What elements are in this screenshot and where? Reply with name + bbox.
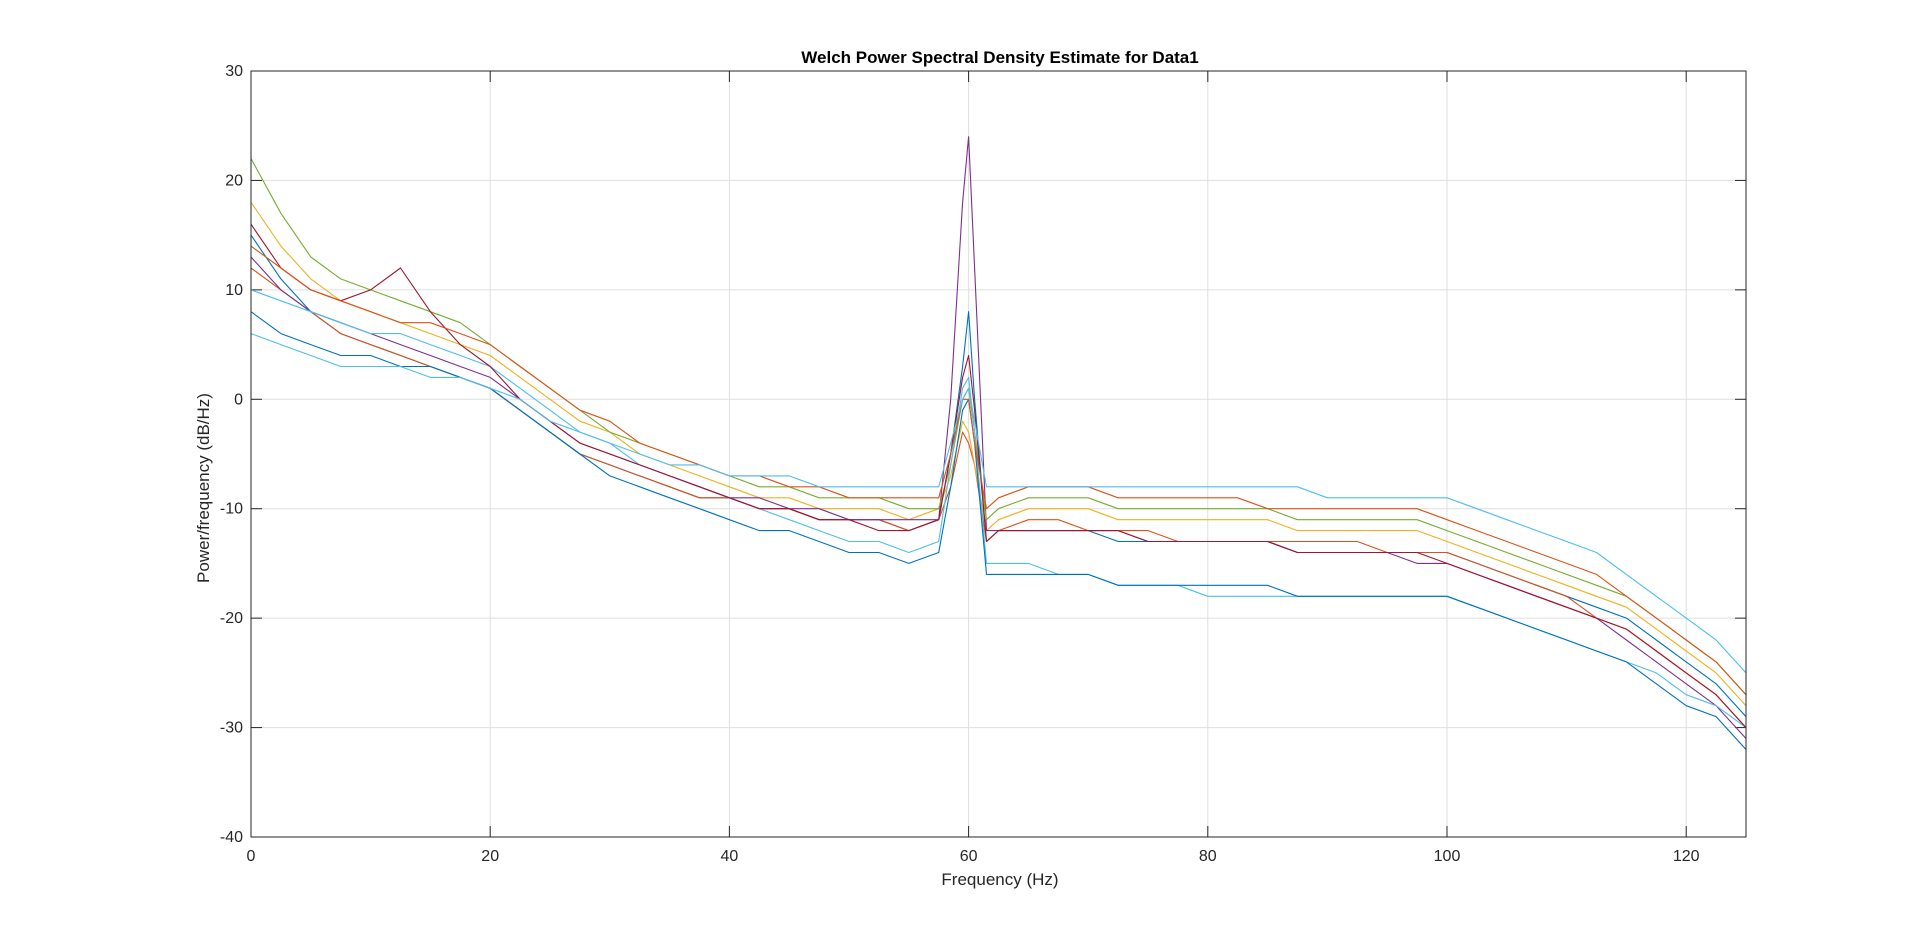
series-lines [250,136,1747,750]
series-line-10 [250,333,1747,674]
series-line-4 [250,136,1747,739]
series-line-5 [250,158,1747,696]
y-tick-label: 20 [225,172,243,189]
series-line-1 [250,234,1747,717]
y-tick-label: 30 [225,63,243,80]
axis-ticks [250,70,1746,838]
x-tick-label: 60 [960,848,978,865]
x-tick-label: 120 [1673,848,1700,865]
series-line-7 [250,223,1747,728]
y-tick-label: 10 [225,282,243,299]
series-line-3 [250,201,1747,707]
x-tick-label: 100 [1434,848,1461,865]
grid-lines [250,70,1746,838]
x-tick-label: 40 [721,848,739,865]
x-tick-label: 80 [1199,848,1217,865]
y-tick-label: -30 [220,720,243,737]
plot-frame [250,70,1747,838]
x-tick-labels: 0 20 40 60 80 100 120 [247,848,1700,865]
y-tick-label: -10 [220,501,243,518]
chart-title: Welch Power Spectral Density Estimate fo… [801,48,1198,67]
y-tick-label: -20 [220,610,243,627]
y-tick-labels: -40 -30 -20 -10 0 10 20 30 [220,63,243,846]
y-axis-label: Power/frequency (dB/Hz) [194,393,213,583]
y-tick-label: -40 [220,829,243,846]
y-tick-label: 0 [234,391,243,408]
x-axis-label: Frequency (Hz) [941,870,1058,889]
series-line-9 [250,245,1747,696]
x-tick-label: 0 [247,848,256,865]
x-tick-label: 20 [481,848,499,865]
